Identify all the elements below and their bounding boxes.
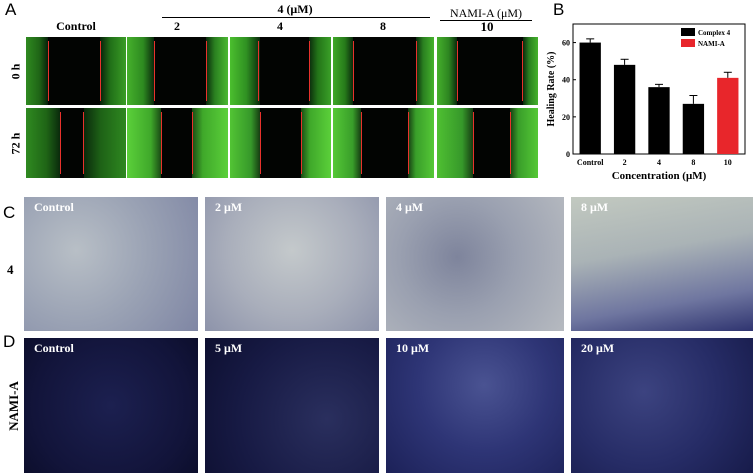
image-label-d-20um: 20 μM [581,341,615,355]
wound-image-control-72h [26,108,126,178]
microscopy-c-4um: 4 μM [386,197,564,331]
microscopy-d-20um: 20 μM [571,338,753,473]
microscopy-c-control: Control [24,197,198,331]
image-label-d-5um: 5 μM [215,341,243,355]
y-tick-label: 40 [562,76,570,85]
x-tick-label: 8 [691,158,695,167]
x-tick-label: 10 [724,158,732,167]
wound-image-4-0h [230,37,331,105]
group-header-complex-line [162,17,430,18]
row-label-0h: 0 h [8,63,23,80]
panel-d-row-label: NAMI-A [6,381,21,431]
col-label-8: 8 [380,19,386,33]
y-tick-label: 60 [562,39,570,48]
col-label-control: Control [56,19,96,33]
bar-10 [717,77,739,154]
legend-swatch [681,28,695,36]
microscopy-c-8um: 8 μM [571,197,753,331]
image-label-c-control: Control [34,200,74,214]
panel-letter-c: C [3,203,16,222]
bar-control [579,42,601,154]
row-label-72h: 72 h [8,132,23,155]
wound-image-8-72h [333,108,434,178]
wound-image-2-0h [127,37,228,105]
wound-image-4-72h [230,108,331,178]
image-label-d-10um: 10 μM [396,341,430,355]
panel-letter-d: D [3,332,16,351]
bar-2 [613,64,636,154]
col-label-10: 10 [480,19,494,34]
image-label-c-2um: 2 μM [215,200,243,214]
image-label-c-4um: 4 μM [396,200,424,214]
healing-rate-bar-chart: 0 20 40 60 Control 2 4 8 10 Concentration (μM) Hea… [546,23,746,182]
panel-letter-b: B [553,0,565,19]
group-header-nami-line [440,20,532,21]
panel-letter-a: A [5,0,17,19]
legend-label: Complex 4 [698,29,731,37]
wound-image-2-72h [127,108,228,178]
col-label-2: 2 [174,19,180,33]
x-axis-label: Concentration (μM) [612,170,707,182]
bar-4 [648,87,670,154]
group-header-complex: 4 (μM) [277,2,313,16]
microscopy-d-control: Control [24,338,198,473]
col-label-4: 4 [277,19,283,33]
x-tick-label: 4 [657,158,661,167]
legend-label: NAMI-A [698,40,725,48]
microscopy-d-5um: 5 μM [205,338,379,473]
wound-image-10-0h [437,37,538,105]
x-tick-label: 2 [623,158,627,167]
wound-image-control-0h [26,37,126,105]
wound-image-8-0h [333,37,434,105]
microscopy-d-10um: 10 μM [386,338,564,473]
group-header-nami: NAMI-A (μM) [449,6,523,20]
y-tick-label: 0 [566,150,570,159]
wound-image-10-72h [437,108,538,178]
panel-c-row-label: 4 [7,262,14,277]
microscopy-c-2um: 2 μM [205,197,379,331]
y-axis-label: Healing Rate (%) [546,52,557,127]
image-label-c-8um: 8 μM [581,200,609,214]
y-tick-label: 20 [562,113,570,122]
legend-swatch [681,39,695,47]
x-tick-label: Control [577,158,604,167]
image-label-d-control: Control [34,341,74,355]
bar-8 [682,103,705,154]
